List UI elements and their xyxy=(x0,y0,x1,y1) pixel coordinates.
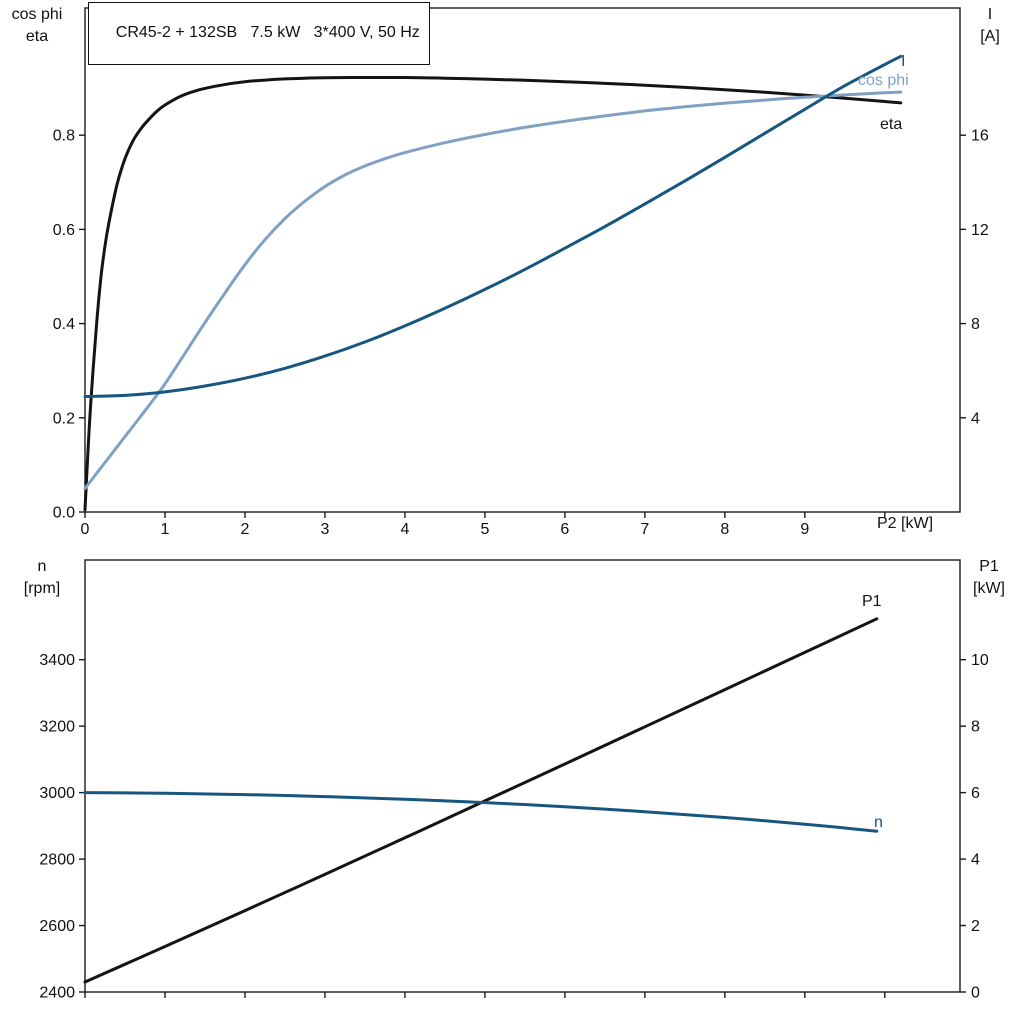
right-axis-title-current-unit: [A] xyxy=(980,28,1000,45)
y-left-tick-label: 2400 xyxy=(39,985,75,1002)
x-tick-label: 3 xyxy=(320,521,329,538)
y-right-tick-label: 2 xyxy=(971,918,980,935)
y-right-tick-label: 4 xyxy=(971,852,980,869)
right-axis-title-p1-unit: [kW] xyxy=(973,580,1005,597)
x-tick-label: 8 xyxy=(720,521,729,538)
top-right-axis-title: I [A] xyxy=(964,4,1016,48)
curve-I xyxy=(83,54,903,399)
y-left-tick-label: 0.6 xyxy=(53,222,75,239)
y-left-tick-label: 0.8 xyxy=(53,128,75,145)
curve-label-P1: P1 xyxy=(862,593,882,610)
curve-eta xyxy=(83,75,903,512)
curve-cos-phi xyxy=(83,90,903,490)
curve-n xyxy=(83,791,879,833)
plot-border xyxy=(84,559,961,993)
curve-label-n: n xyxy=(874,814,883,831)
curve-P1 xyxy=(83,617,879,984)
y-right-tick-label: 10 xyxy=(971,652,989,669)
left-axis-title-speed: n xyxy=(37,558,47,575)
top-left-axis-title: cos phi eta xyxy=(4,4,70,48)
y-left-tick-label: 3000 xyxy=(39,785,75,802)
y-right-tick-label: 16 xyxy=(971,128,989,145)
x-tick-label: 9 xyxy=(800,521,809,538)
plot-border xyxy=(84,7,961,513)
left-axis-title-eta: eta xyxy=(25,28,49,45)
right-axis-title-current: I xyxy=(987,6,993,23)
y-right-tick-label: 0 xyxy=(971,985,980,1002)
left-axis-title-cos-phi: cos phi xyxy=(11,6,63,23)
bottom-left-axis-title: n [rpm] xyxy=(4,556,80,600)
curve-label-I: I xyxy=(901,53,905,70)
y-left-tick-label: 2800 xyxy=(39,852,75,869)
x-tick-label: 4 xyxy=(400,521,409,538)
x-tick-label: 2 xyxy=(241,521,250,538)
x-tick-label: 6 xyxy=(560,521,569,538)
curve-label-cos-phi: cos phi xyxy=(858,72,909,89)
x-tick-label: 1 xyxy=(161,521,170,538)
y-right-tick-label: 8 xyxy=(971,316,980,333)
x-tick-label: 7 xyxy=(640,521,649,538)
left-axis-title-speed-unit: [rpm] xyxy=(23,580,61,597)
y-right-tick-label: 8 xyxy=(971,719,980,736)
x-axis-label: P2 [kW] xyxy=(877,515,934,532)
y-left-tick-label: 0.4 xyxy=(53,316,75,333)
y-right-tick-label: 4 xyxy=(971,410,980,427)
y-left-tick-label: 0.0 xyxy=(53,505,75,522)
y-left-tick-label: 3200 xyxy=(39,719,75,736)
chart-title: CR45-2 + 132SB 7.5 kW 3*400 V, 50 Hz xyxy=(115,24,420,41)
y-left-tick-label: 3400 xyxy=(39,652,75,669)
x-tick-label: 5 xyxy=(480,521,489,538)
curve-label-eta: eta xyxy=(880,116,902,133)
x-tick-label: 0 xyxy=(81,521,90,538)
y-right-tick-label: 6 xyxy=(971,785,980,802)
bottom-right-axis-title: P1 [kW] xyxy=(958,556,1020,600)
y-left-tick-label: 0.2 xyxy=(53,410,75,427)
y-left-tick-label: 2600 xyxy=(39,918,75,935)
y-right-tick-label: 12 xyxy=(971,222,989,239)
chart-title-box: CR45-2 + 132SB 7.5 kW 3*400 V, 50 Hz xyxy=(88,2,430,65)
right-axis-title-p1: P1 xyxy=(979,558,999,575)
